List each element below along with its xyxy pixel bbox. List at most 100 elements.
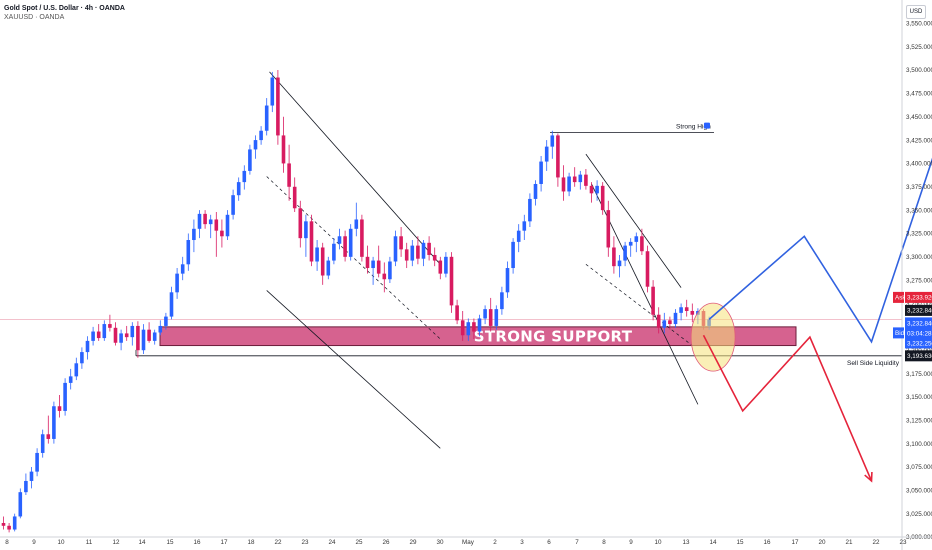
candle-body [595,185,599,194]
time-tick-label: 24 [328,539,336,546]
channel-midline-1 [585,264,693,346]
price-tick-label: 3,400.000 [906,161,932,168]
candle-body [348,228,353,257]
candle-body [208,219,213,225]
candle-body [651,286,655,315]
time-axis[interactable]: 8 9 10 11 12 14 15 16 17 18 22 23 24 25 26 29 30 May 2 3 6 7 8… [0,536,932,546]
candle-body [119,333,123,343]
last-price-bg [905,304,932,316]
candle-body [225,214,230,237]
candle-body [416,245,420,259]
time-tick-label: 18 [247,539,255,546]
price-tick-label: 3,075.000 [906,464,932,471]
candle-body [371,260,375,269]
bullish-projection-path [708,157,932,344]
candle-body [175,273,179,293]
candle-body [617,260,622,267]
time-tick-label: 15 [736,539,744,546]
candle-body [236,182,241,196]
candle-body [164,316,168,326]
candle-body [511,241,515,269]
time-tick-label: 14 [709,539,717,546]
candle-body [270,77,275,106]
candle-body [544,146,549,162]
time-tick-label: 29 [409,539,417,546]
price-tick-label: 3,025.000 [906,511,932,518]
candle-body [556,135,560,178]
candle-body [52,406,56,439]
candle-body [253,140,258,150]
candle-body [561,177,566,192]
candle-body [292,186,297,209]
candle-body [186,240,191,265]
time-tick-label: 23 [301,539,309,546]
candle-body [337,236,342,244]
price-tags: Ask3,233.9203,232.840Bid3,232.84003:04:2… [893,291,932,362]
candle-body [628,241,633,246]
candle-body [578,174,583,183]
candle-body [612,247,616,267]
candle-body [343,236,347,257]
candle-body [220,230,224,237]
chart-subtitle: XAUUSD · OANDA [4,14,65,21]
candle-body [449,256,454,306]
candle-body [354,219,359,229]
chart-title: Gold Spot / U.S. Dollar · 4h · OANDA [4,5,125,12]
candle-body [438,260,443,274]
time-tick-label: 16 [763,539,771,546]
candle-body [315,247,319,262]
candle-body [264,105,269,131]
bearish-projection-path [702,334,873,482]
drawings-front [690,145,932,483]
candle-body [130,325,135,338]
price-tick-label: 3,425.000 [906,137,932,144]
candle-body [24,480,28,493]
strong-support-label: STRONG SUPPORT [474,328,633,346]
candle-body [567,176,571,192]
bid-block-bg [905,317,932,349]
candle-body [640,236,644,252]
candle-body [360,219,364,257]
time-tick-label: 7 [575,539,579,546]
price-tick-label: 3,500.000 [906,67,932,74]
candle-body [673,312,678,325]
candle-body [444,256,448,274]
candle-body [404,249,409,261]
candle-body [35,452,39,472]
candle-body [600,185,605,211]
candle-body [427,242,431,255]
candle-body [46,434,51,439]
candle-body [12,516,17,530]
price-tick-label: 3,550.000 [906,21,932,28]
candle-body [91,331,95,341]
price-tick-label: 3,175.000 [906,371,932,378]
candle-body [421,242,426,259]
candle-body [231,195,235,215]
candle-body [136,325,140,351]
candle-body [102,324,107,339]
candle-body [124,333,129,338]
time-tick-label: 10 [57,539,65,546]
price-tick-label: 3,350.000 [906,207,932,214]
candle-body [684,307,689,311]
channel-line-0 [269,71,441,265]
price-tick-label: 3,050.000 [906,488,932,495]
time-tick-label: 10 [654,539,662,546]
price-tick-label: 3,300.000 [906,254,932,261]
candle-body [550,135,555,147]
candles [1,70,711,533]
candle-body [460,320,465,336]
candle-body [528,198,532,222]
candle-body [7,525,11,530]
candle-body [74,363,79,377]
currency-button[interactable]: USD [906,5,926,19]
candle-body [141,329,146,351]
candle-body [634,236,639,242]
price-tick-label: 3,475.000 [906,91,932,98]
candle-body [432,254,437,261]
candle-body [494,309,499,326]
price-tick-label: 3,275.000 [906,277,932,284]
price-axis[interactable]: 3,000.000 3,025.000 3,050.000 3,075.000 3,10… [901,0,932,550]
sell-side-liquidity-label: Sell Side Liquidity [847,360,900,367]
